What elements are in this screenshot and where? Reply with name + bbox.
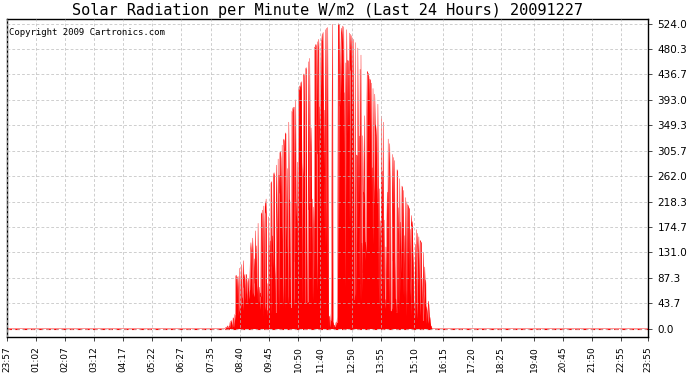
Title: Solar Radiation per Minute W/m2 (Last 24 Hours) 20091227: Solar Radiation per Minute W/m2 (Last 24… [72,3,583,18]
Text: Copyright 2009 Cartronics.com: Copyright 2009 Cartronics.com [9,28,165,38]
